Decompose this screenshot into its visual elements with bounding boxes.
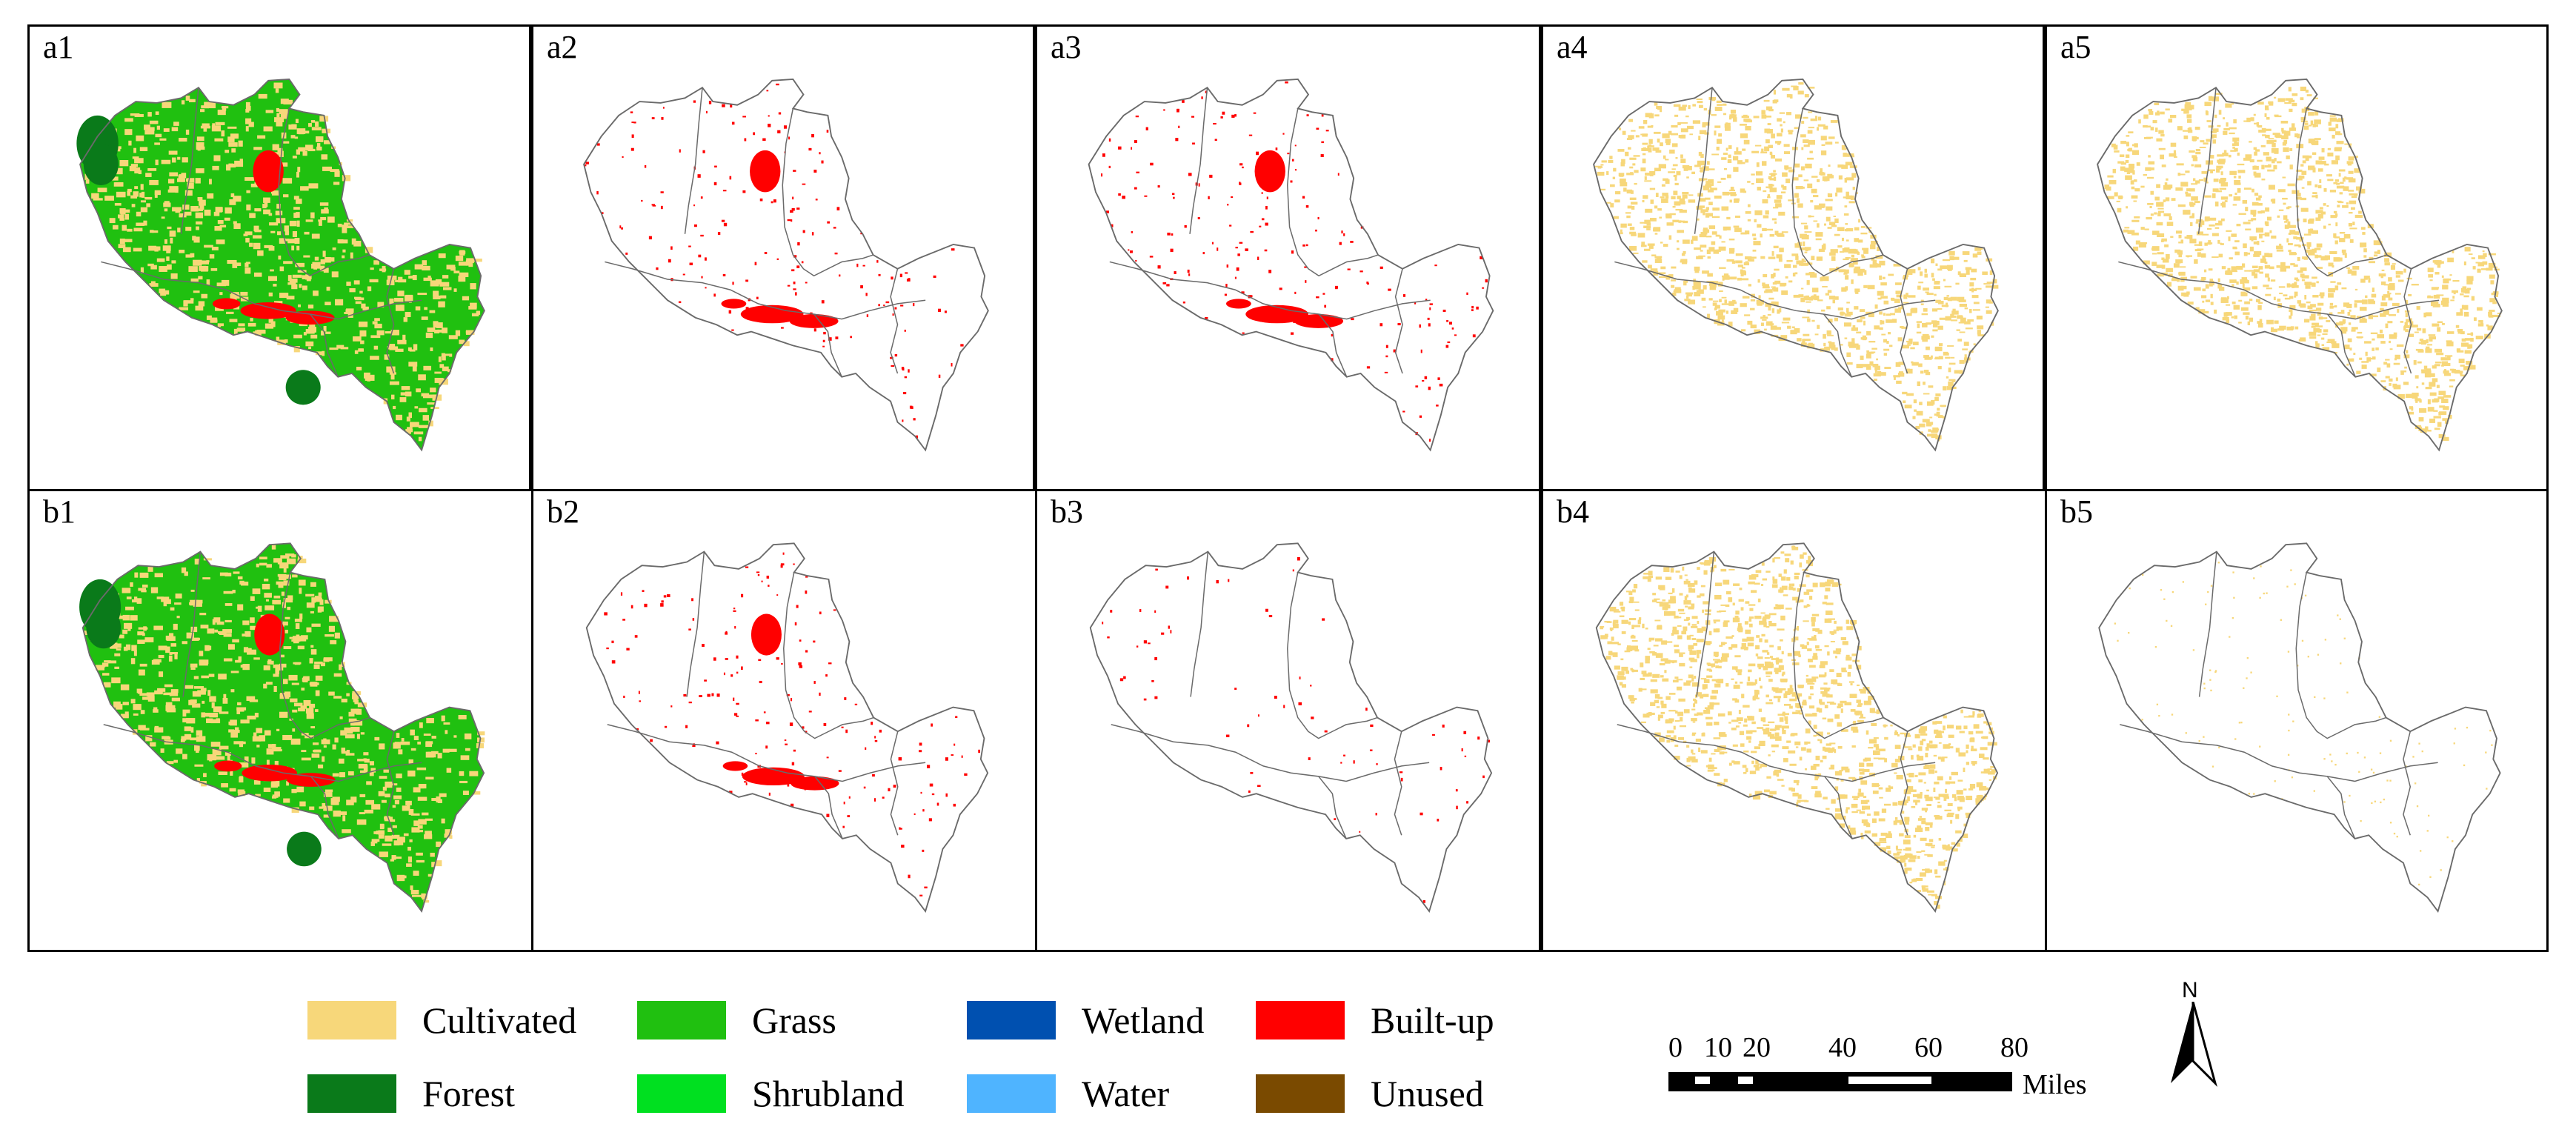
panel-label-b1: b1 <box>43 493 76 530</box>
legend-label-unused: Unused <box>1371 1073 1484 1114</box>
map-a2 <box>583 78 989 452</box>
scale-tick-20: 20 <box>1743 1032 1771 1063</box>
legend-swatch-grass <box>637 1001 726 1039</box>
scale-tick-40: 40 <box>1828 1032 1857 1063</box>
panel-label-a2: a2 <box>547 29 578 65</box>
map-panel-b3: b3 <box>1035 489 1541 952</box>
panel-label-b5: b5 <box>2060 493 2093 530</box>
map-panel-b4: b4 <box>1541 489 2047 952</box>
legend-swatch-shrubland <box>637 1074 726 1113</box>
legend-label-forest: Forest <box>422 1073 515 1114</box>
legend-swatch-cultivated <box>307 1001 396 1039</box>
scale-tick-60: 60 <box>1914 1032 1943 1063</box>
legend-label-shrubland: Shrubland <box>752 1073 905 1114</box>
panel-label-b3: b3 <box>1051 493 1083 530</box>
panel-label-a1: a1 <box>43 29 74 65</box>
legend-swatch-water <box>967 1074 1056 1113</box>
north-arrow-icon <box>2171 1002 2217 1088</box>
map-panel-a2: a2 <box>531 24 1035 491</box>
scale-unit: Miles <box>2023 1069 2087 1100</box>
map-b3 <box>1089 542 1493 913</box>
map-b2 <box>585 542 989 913</box>
panel-label-a3: a3 <box>1051 29 1082 65</box>
map-a4 <box>1593 78 1999 452</box>
map-panel-a3: a3 <box>1035 24 1541 491</box>
map-panel-a4: a4 <box>1541 24 2045 491</box>
map-a1 <box>76 78 485 452</box>
legend-label-builtup: Built-up <box>1371 999 1494 1041</box>
north-arrow: N <box>2167 979 2219 1091</box>
map-b4 <box>1595 542 1999 913</box>
legend-label-water: Water <box>1082 1073 1170 1114</box>
legend-swatch-forest <box>307 1074 396 1113</box>
panel-label-a4: a4 <box>1557 29 1588 65</box>
map-panel-b2: b2 <box>531 489 1037 952</box>
legend-label-cultivated: Cultivated <box>422 999 577 1041</box>
panel-label-b2: b2 <box>547 493 579 530</box>
scale-tick-80: 80 <box>2000 1032 2028 1063</box>
legend-swatch-wetland <box>967 1001 1056 1039</box>
legend-swatch-unused <box>1256 1074 1345 1113</box>
map-b1 <box>79 542 485 913</box>
panel-label-b4: b4 <box>1557 493 1589 530</box>
map-b5 <box>2098 542 2501 913</box>
legend-label-grass: Grass <box>752 999 836 1041</box>
map-panel-a5: a5 <box>2045 24 2549 491</box>
map-a5 <box>2097 78 2503 452</box>
scale-bar-graphic <box>1668 1072 2012 1091</box>
map-panel-a1: a1 <box>27 24 531 491</box>
legend-swatch-builtup <box>1256 1001 1345 1039</box>
map-panel-b5: b5 <box>2045 489 2549 952</box>
scale-tick-0: 0 <box>1668 1032 1683 1063</box>
north-arrow-label: N <box>2182 978 2198 1002</box>
scale-bar: 0 10 20 40 60 80 Miles <box>1660 1034 2119 1115</box>
scale-tick-10: 10 <box>1704 1032 1732 1063</box>
map-panel-b1: b1 <box>27 489 533 952</box>
legend-label-wetland: Wetland <box>1082 999 1205 1041</box>
map-a3 <box>1088 78 1494 452</box>
panel-label-a5: a5 <box>2060 29 2091 65</box>
